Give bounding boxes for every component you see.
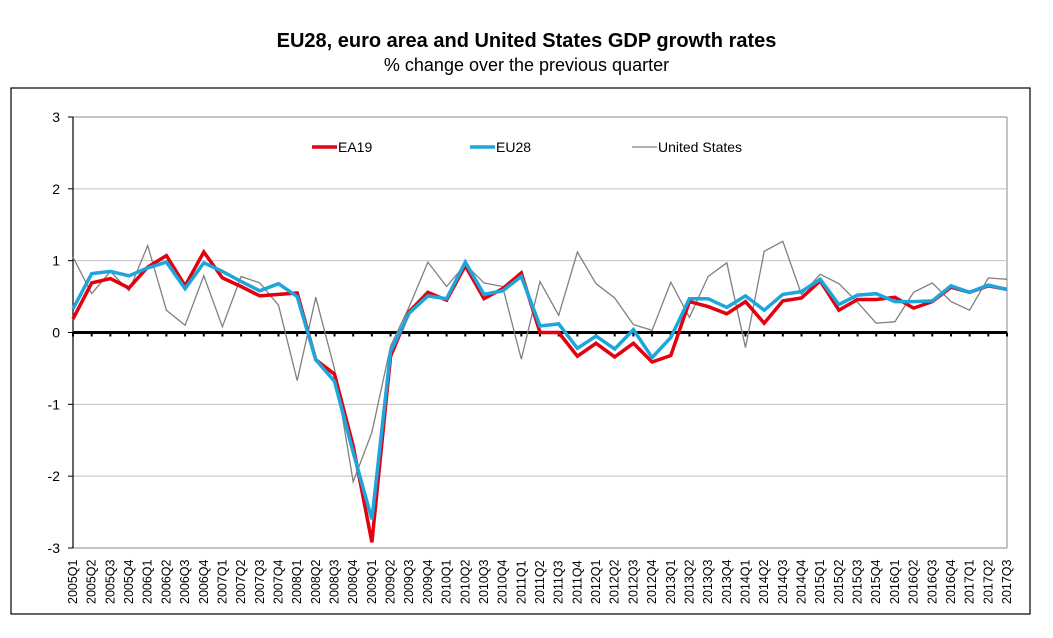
x-tick-label: 2007Q3 (253, 559, 267, 604)
legend-item: United States (632, 139, 742, 155)
x-tick-label: 2015Q4 (869, 559, 883, 604)
series-line-united-states (72, 240, 1008, 485)
y-tick-label: -2 (48, 468, 61, 484)
x-tick-label: 2007Q1 (215, 559, 229, 604)
y-tick-label: 1 (52, 253, 60, 269)
legend-label: EA19 (338, 139, 372, 155)
x-tick-labels: 2005Q1 2005Q2 2005Q3 2005Q4 2006Q1 2006Q2 2006… (66, 559, 1014, 604)
x-tick-label: 2012Q3 (626, 559, 640, 604)
x-tick-label: 2011Q1 (514, 560, 528, 604)
x-tick-label: 2010Q4 (496, 559, 510, 604)
y-tick-label: 2 (52, 181, 60, 197)
x-tick-label: 2017Q3 (1000, 559, 1014, 604)
x-tick-label: 2017Q2 (981, 559, 995, 604)
x-tick-label: 2009Q1 (365, 559, 379, 604)
y-tick-label: -3 (48, 540, 61, 556)
x-tick-label: 2011Q2 (533, 560, 547, 604)
x-tick-label: 2014Q1 (738, 559, 752, 604)
x-tick-label: 2013Q3 (701, 559, 715, 604)
x-tick-label: 2014Q2 (757, 559, 771, 604)
x-tick-label: 2006Q1 (141, 559, 155, 604)
chart-title: EU28, euro area and United States GDP gr… (276, 30, 777, 52)
x-tick-label: 2005Q1 (66, 559, 80, 604)
x-tick-label: 2012Q4 (645, 559, 659, 604)
legend: EA19 EU28 United States (312, 139, 742, 155)
x-tick-label: 2008Q2 (309, 559, 323, 604)
x-tick-label: 2008Q4 (346, 559, 360, 604)
x-tick-label: 2013Q2 (682, 559, 696, 604)
x-tick-label: 2017Q1 (963, 559, 977, 604)
x-tick-label: 2007Q2 (234, 559, 248, 604)
x-tick-label: 2012Q2 (608, 559, 622, 604)
x-tick-label: 2006Q4 (197, 559, 211, 604)
x-tick-label: 2015Q2 (832, 559, 846, 604)
axes (68, 116, 1008, 549)
x-tick-label: 2015Q3 (851, 559, 865, 604)
x-tick-label: 2010Q2 (458, 559, 472, 604)
x-tick-label: 2009Q2 (384, 559, 398, 604)
y-tick-label: 3 (52, 109, 60, 125)
x-tick-label: 2005Q3 (103, 559, 117, 604)
x-tick-label: 2010Q1 (440, 559, 454, 604)
gridlines (73, 116, 1008, 549)
x-tick-label: 2006Q3 (178, 559, 192, 604)
x-tick-label: 2012Q1 (589, 559, 603, 604)
x-tick-label: 2013Q1 (664, 559, 678, 604)
x-tick-label: 2006Q2 (159, 559, 173, 604)
x-tick-label: 2008Q1 (290, 559, 304, 604)
x-tick-label: 2014Q3 (776, 559, 790, 604)
x-tick-label: 2005Q4 (122, 559, 136, 604)
x-tick-label: 2016Q2 (907, 559, 921, 604)
legend-item: EA19 (312, 139, 372, 155)
x-tick-label: 2011Q3 (552, 560, 566, 604)
x-tick-label: 2010Q3 (477, 559, 491, 604)
x-tick-label: 2009Q4 (421, 559, 435, 604)
x-tick-label: 2013Q4 (720, 559, 734, 604)
y-tick-label: 0 (52, 325, 60, 341)
y-tick-label: -1 (48, 396, 61, 412)
chart-frame (10, 87, 1031, 615)
legend-item: EU28 (470, 139, 531, 155)
legend-label: United States (658, 139, 742, 155)
chart-subtitle: % change over the previous quarter (383, 55, 670, 75)
x-tick-label: 2007Q4 (271, 559, 285, 604)
x-tick-label: 2005Q2 (85, 559, 99, 604)
x-tick-label: 2015Q1 (813, 559, 827, 604)
x-tick-label: 2016Q1 (888, 559, 902, 604)
x-tick-label: 2016Q3 (925, 559, 939, 604)
series-lines (71, 240, 1008, 543)
legend-label: EU28 (496, 139, 531, 155)
x-tick-label: 2009Q3 (402, 559, 416, 604)
x-tick-label: 2008Q3 (328, 559, 342, 604)
x-tick-label: 2014Q4 (795, 559, 809, 604)
x-tick-label: 2016Q4 (944, 559, 958, 604)
x-tick-label: 2011Q4 (570, 560, 584, 604)
y-tick-labels: 3 2 1 0 -1 -2 -3 (48, 109, 61, 556)
